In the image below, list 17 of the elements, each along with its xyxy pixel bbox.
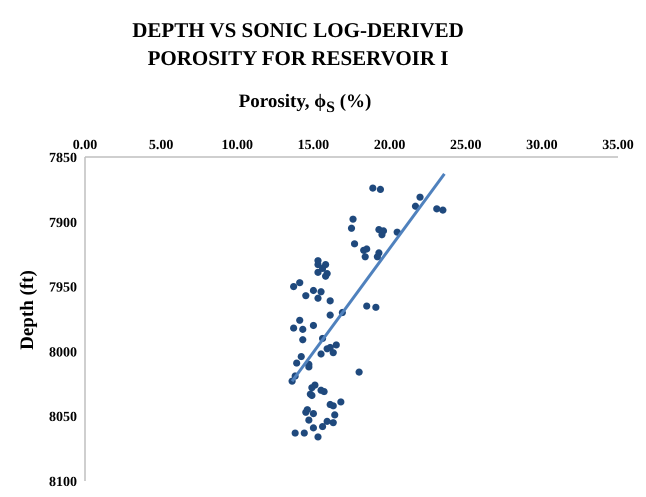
x-tick-label: 0.00	[72, 138, 98, 153]
y-tick-label: 7950	[49, 280, 77, 296]
chart-title: DEPTH VS SONIC LOG-DERIVED POROSITY FOR RESERVOIR I	[131, 17, 465, 72]
x-tick-label: 35.00	[602, 138, 634, 153]
y-axis-title: Depth (ft)	[17, 270, 39, 350]
x-tick-label: 10.00	[222, 138, 254, 153]
x-tick-label: 5.00	[148, 138, 174, 153]
x-tick-label: 30.00	[526, 138, 558, 153]
y-tick-label: 7900	[49, 216, 77, 231]
x-tick-label: 25.00	[450, 138, 482, 153]
x-axis-title: Porosity, ϕ$_{S}$ (%)	[238, 91, 372, 117]
y-tick-label: 8050	[49, 410, 77, 426]
y-tick-label: 7850	[49, 150, 77, 166]
y-tick-label: 8000	[49, 345, 77, 360]
y-tick-label: 8100	[49, 474, 77, 490]
x-tick-label: 15.00	[298, 138, 330, 153]
x-tick-label: 20.00	[374, 138, 406, 153]
